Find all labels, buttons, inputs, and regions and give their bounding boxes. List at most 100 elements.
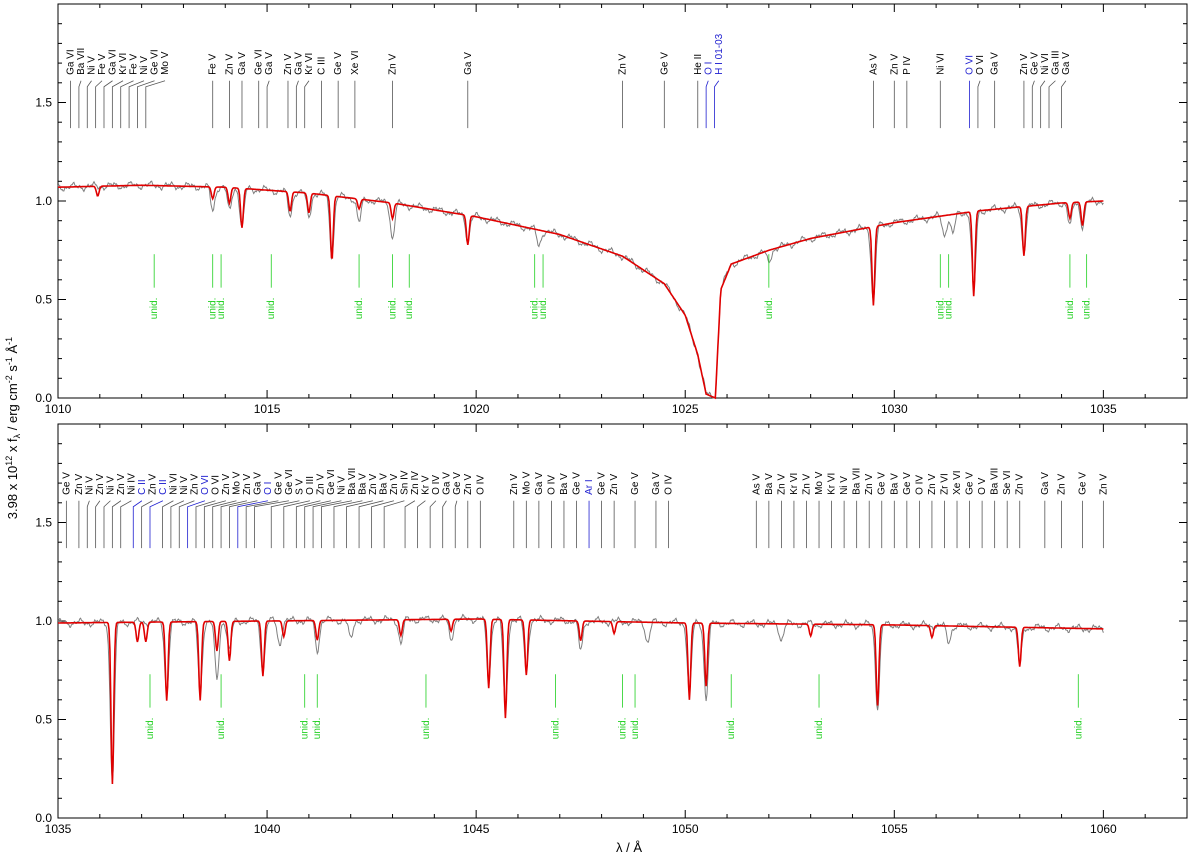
- line-id-label: Ge VI: [254, 49, 265, 75]
- line-id-label: Mo V: [814, 471, 825, 495]
- line-id-label: Ni VI: [935, 53, 946, 75]
- line-id-marker: [1031, 80, 1035, 129]
- unid-label: unid.: [618, 718, 629, 740]
- line-id-label: Zn V: [1019, 53, 1030, 74]
- unid-label: unid.: [354, 298, 365, 320]
- line-id-label: Ba V: [357, 473, 368, 495]
- line-id-label: Ga V: [252, 472, 263, 495]
- line-id-marker: [95, 500, 101, 549]
- line-id-label: O IV: [475, 475, 486, 495]
- unid-label: unid.: [388, 298, 399, 320]
- line-id-marker: [170, 500, 185, 549]
- line-id-label: O IV: [663, 475, 674, 495]
- unid-label: unid.: [814, 718, 825, 740]
- y-tick-label: 1.5: [35, 516, 52, 530]
- x-tick-label: 1020: [463, 402, 490, 416]
- line-id-marker: [417, 500, 426, 549]
- line-id-label: O IV: [546, 475, 557, 495]
- line-id-label: Zn V: [776, 473, 787, 494]
- line-id-label: Zn V: [147, 473, 158, 494]
- line-id-label: C II: [158, 479, 169, 495]
- unid-label: unid.: [538, 298, 549, 320]
- line-id-label: Ni V: [179, 476, 190, 495]
- line-id-label: Mo V: [521, 471, 532, 495]
- line-id-label: Zn V: [1057, 473, 1068, 494]
- line-id-label: Zn V: [618, 53, 629, 74]
- line-id-label: Ni V: [839, 476, 850, 495]
- line-id-label: Ga V: [1040, 472, 1051, 495]
- line-id-label: Ge V: [273, 472, 284, 495]
- line-id-label: Fe V: [97, 53, 108, 74]
- line-id-marker: [270, 500, 300, 549]
- line-id-label: Ba VII: [990, 468, 1001, 495]
- line-id-marker: [312, 500, 342, 549]
- line-id-label: Ge V: [877, 472, 888, 495]
- bottom-panel: 0.0 0.5 1.0 1.5 1035 1040 1045 1050 1055 1060 Ge V…: [35, 423, 1188, 836]
- x-tick-label: 1015: [254, 402, 281, 416]
- line-id-label: P IV: [902, 56, 913, 75]
- unid-label: unid.: [149, 298, 160, 320]
- x-tick-label: 1045: [463, 822, 490, 836]
- line-id-marker: [705, 80, 709, 129]
- line-id-marker: [237, 500, 268, 549]
- unid-label: unid.: [726, 718, 737, 740]
- line-id-label: Kr VI: [118, 53, 129, 75]
- line-id-label: Ge V: [572, 472, 583, 495]
- line-id-label: Zn V: [388, 53, 399, 74]
- line-id-label: Kr V: [420, 475, 431, 495]
- line-id-label: H I 01-03: [714, 33, 725, 75]
- line-id-label: Ge VI: [150, 49, 161, 75]
- y-tick-label: 0.5: [35, 293, 52, 307]
- line-id-label: Zn V: [927, 473, 938, 494]
- line-id-marker: [429, 500, 437, 549]
- line-id-label: Ni V: [139, 56, 150, 75]
- line-id-label: Zn IV: [410, 471, 421, 495]
- line-id-marker: [145, 80, 166, 129]
- x-tick-label: 1035: [1090, 402, 1117, 416]
- x-tick-label: 1050: [672, 822, 699, 836]
- line-id-label: Ge V: [630, 472, 641, 495]
- line-id-label: Ga V: [534, 472, 545, 495]
- line-id-label: Ge V: [965, 472, 976, 495]
- line-id-marker: [137, 80, 155, 129]
- line-id-marker: [404, 500, 416, 549]
- observed-spectrum-line: [57, 180, 1104, 399]
- line-id-label: Zn V: [368, 473, 379, 494]
- line-id-marker: [178, 500, 195, 549]
- line-id-label: Ga III: [1050, 50, 1061, 74]
- line-id-marker: [120, 500, 132, 549]
- line-id-marker: [304, 500, 331, 549]
- line-id-label: Ga V: [651, 472, 662, 495]
- line-id-label: He II: [693, 54, 704, 75]
- unid-label: unid.: [216, 298, 227, 320]
- line-id-label: Ga V: [990, 52, 1001, 75]
- line-id-label: Fe V: [129, 53, 140, 74]
- line-id-label: Ge VI: [326, 469, 337, 495]
- line-id-label: Fe V: [208, 53, 219, 74]
- y-tick-label: 0.0: [35, 811, 52, 825]
- line-id-marker: [454, 500, 458, 549]
- x-tick-label: 1010: [45, 402, 72, 416]
- line-id-label: Ni V: [336, 476, 347, 495]
- line-id-marker: [103, 80, 113, 129]
- line-id-label: Ge V: [61, 472, 72, 495]
- line-id-marker: [78, 80, 82, 129]
- line-id-label: Ni V: [87, 56, 98, 75]
- x-tick-label: 1030: [881, 402, 908, 416]
- unid-label: unid.: [421, 718, 432, 740]
- line-id-label: O VI: [210, 475, 221, 495]
- line-id-label: Ba V: [559, 473, 570, 495]
- line-id-label: Xe VI: [952, 470, 963, 494]
- unid-label: unid.: [935, 298, 946, 320]
- line-id-label: Ni V: [84, 476, 95, 495]
- line-id-label: Zn V: [463, 473, 474, 494]
- line-id-label: Zn V: [74, 473, 85, 494]
- line-id-label: Ba V: [378, 473, 389, 495]
- line-id-marker: [195, 500, 216, 549]
- line-id-marker: [111, 500, 122, 549]
- top-panel: 0.0 0.5 1.0 1.5 1010 1015 1020 1025 1030 1035 Ga V…: [35, 3, 1188, 416]
- unid-label: unid.: [764, 298, 775, 320]
- line-id-label: C II: [137, 479, 148, 495]
- line-id-marker: [283, 500, 310, 549]
- line-id-label: O VI: [200, 475, 211, 495]
